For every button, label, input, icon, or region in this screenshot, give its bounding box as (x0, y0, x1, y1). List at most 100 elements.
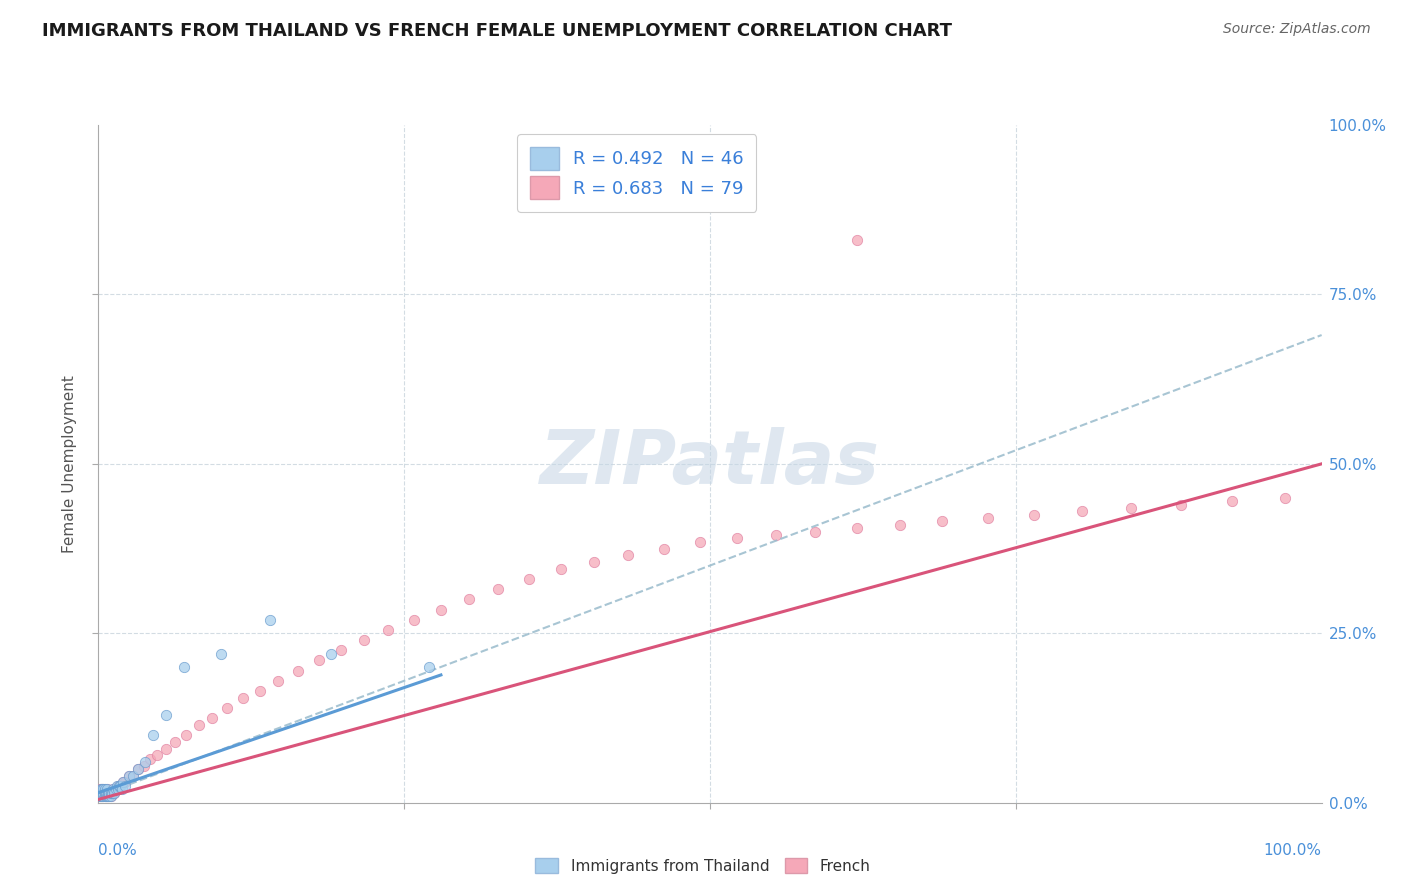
Point (319, 647, 342, 661)
Point (209, 647, 232, 661)
Point (1070, 504, 1092, 518)
Point (134, 755, 156, 769)
Point (98, 789, 121, 803)
Point (845, 233, 868, 247)
Point (107, 782, 129, 797)
Point (94, 789, 117, 803)
Point (93, 786, 115, 800)
Point (90, 786, 112, 800)
Point (127, 762, 149, 776)
Point (89, 782, 111, 797)
Point (96, 789, 118, 803)
Point (91, 789, 114, 803)
Legend: R = 0.492   N = 46, R = 0.683   N = 79: R = 0.492 N = 46, R = 0.683 N = 79 (517, 134, 756, 212)
Point (103, 786, 125, 800)
Point (100, 786, 122, 800)
Point (1274, 491, 1296, 505)
Point (97, 789, 120, 803)
Point (889, 517, 911, 532)
Point (486, 582, 509, 597)
Point (976, 511, 998, 525)
Point (617, 549, 640, 563)
Point (458, 592, 481, 607)
Point (155, 707, 177, 722)
Point (201, 711, 224, 725)
Point (97, 786, 120, 800)
Point (1119, 500, 1142, 515)
Point (652, 541, 675, 556)
Point (110, 779, 132, 793)
Point (91, 789, 114, 803)
Point (187, 718, 209, 732)
Point (90, 786, 112, 800)
Point (1220, 494, 1243, 508)
Point (1170, 498, 1192, 512)
Legend: Immigrants from Thailand, French: Immigrants from Thailand, French (530, 852, 876, 880)
Point (111, 775, 134, 789)
Point (89, 789, 111, 803)
Point (93, 789, 115, 803)
Point (165, 735, 187, 749)
Text: IMMIGRANTS FROM THAILAND VS FRENCH FEMALE UNEMPLOYMENT CORRELATION CHART: IMMIGRANTS FROM THAILAND VS FRENCH FEMAL… (42, 22, 952, 40)
Point (804, 524, 827, 539)
Point (91, 789, 114, 803)
Point (96, 782, 118, 797)
Point (97, 786, 120, 800)
Point (100, 789, 122, 803)
Point (689, 534, 711, 549)
Point (121, 769, 143, 783)
Point (418, 660, 440, 674)
Point (90, 789, 112, 803)
Point (1024, 508, 1046, 522)
Point (96, 789, 118, 803)
Point (105, 782, 128, 797)
Point (94, 786, 117, 800)
Point (101, 782, 124, 797)
Point (377, 623, 399, 637)
Point (108, 782, 131, 797)
Text: 0.0%: 0.0% (98, 844, 138, 858)
Point (91, 782, 114, 797)
Point (90, 789, 112, 803)
Point (402, 613, 425, 627)
Point (765, 528, 787, 542)
Point (91, 786, 114, 800)
Point (89, 786, 111, 800)
Point (725, 532, 748, 546)
Point (93, 782, 115, 797)
Point (91, 786, 114, 800)
Point (93, 782, 115, 797)
Point (114, 775, 136, 789)
Point (118, 769, 141, 783)
Point (114, 779, 136, 793)
Point (89, 789, 111, 803)
Point (94, 786, 117, 800)
Point (98, 786, 121, 800)
Point (93, 789, 115, 803)
Point (97, 789, 120, 803)
Y-axis label: Female Unemployment: Female Unemployment (62, 375, 77, 553)
Point (517, 572, 540, 586)
Text: Source: ZipAtlas.com: Source: ZipAtlas.com (1223, 22, 1371, 37)
Point (89, 786, 111, 800)
Text: ZIPatlas: ZIPatlas (540, 427, 880, 500)
Point (98, 789, 121, 803)
Point (329, 643, 352, 657)
Point (103, 786, 125, 800)
Point (91, 782, 114, 797)
Point (582, 555, 605, 569)
Point (96, 782, 118, 797)
Point (90, 782, 112, 797)
Point (104, 782, 127, 797)
Point (91, 786, 114, 800)
Point (215, 701, 238, 715)
Point (111, 775, 134, 789)
Point (91, 789, 114, 803)
Point (90, 782, 112, 797)
Point (100, 789, 122, 803)
Point (100, 786, 122, 800)
Point (155, 741, 177, 756)
Point (931, 515, 953, 529)
Point (111, 782, 134, 797)
Point (308, 653, 330, 667)
